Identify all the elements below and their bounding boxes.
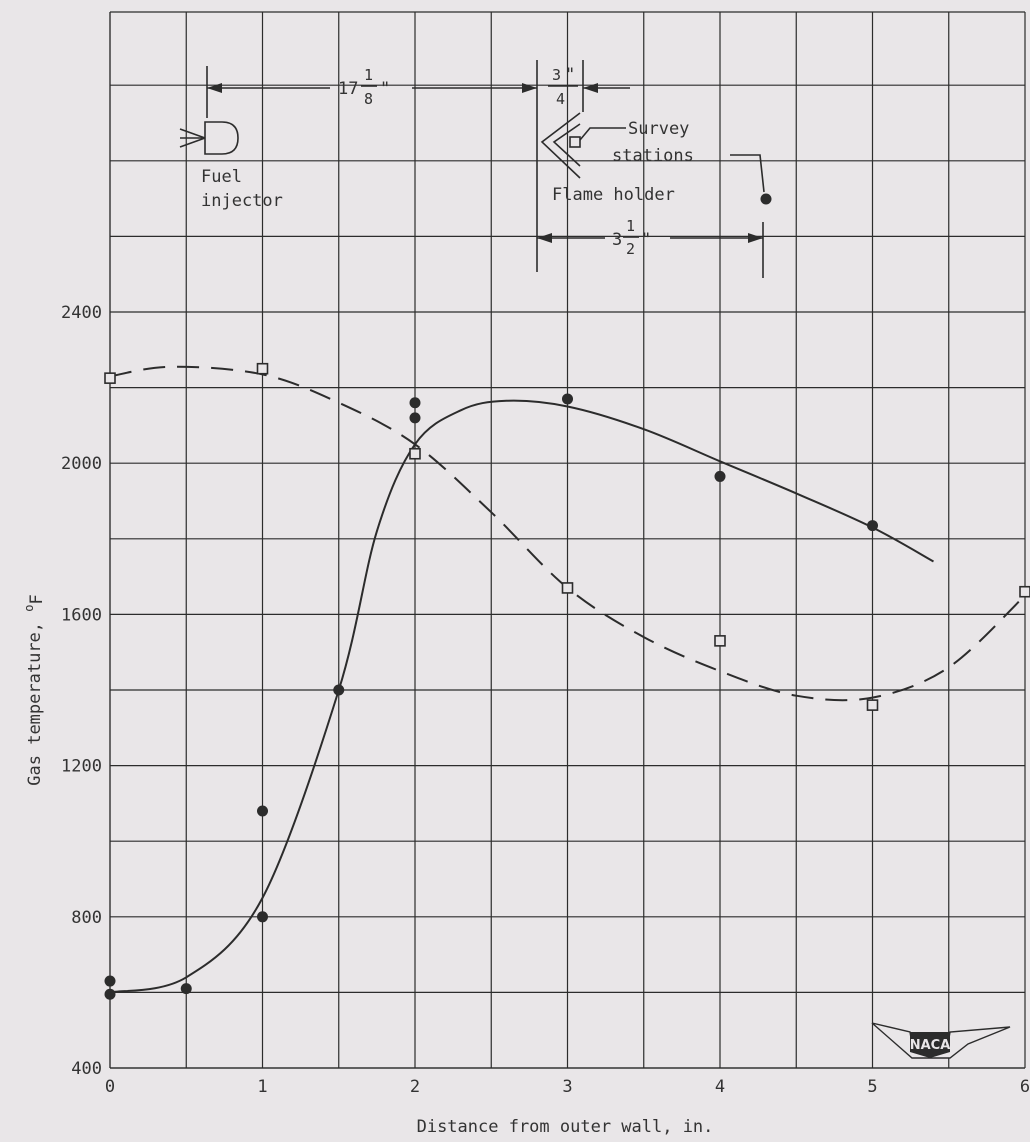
dim-312-left-arrowhead — [537, 233, 552, 243]
square-data-point — [104, 372, 116, 384]
dim-17-inch: " — [380, 79, 390, 99]
circle-data-point — [867, 520, 878, 532]
survey-leader-1 — [579, 127, 626, 141]
survey-station-dot — [760, 193, 772, 205]
y-axis-title-unit: o — [22, 605, 36, 612]
flame-holder-shape-inner — [552, 123, 581, 167]
square-data-point — [409, 447, 421, 460]
y-tick-label: 800 — [71, 908, 102, 928]
dim-34-num: 3 — [552, 66, 561, 84]
dim-312-num: 1 — [626, 217, 635, 235]
survey-leader-2 — [730, 154, 765, 193]
dim-17-left-arrowhead — [207, 83, 222, 93]
dim-312-inch: " — [641, 230, 651, 250]
flame-holder-label: Flame holder — [552, 185, 675, 205]
circle-data-point — [333, 684, 345, 696]
data-points — [104, 362, 1030, 1000]
square-data-point — [866, 699, 879, 711]
svg-text:Gas temperature, oF: Gas temperature, oF — [22, 594, 47, 785]
circle-data-point — [409, 412, 421, 424]
x-tick-label: 4 — [715, 1077, 725, 1097]
fuel-injector-icon — [204, 121, 239, 155]
circle-data-point — [180, 983, 192, 995]
y-tick-label: 2000 — [61, 454, 102, 474]
circle-data-point — [104, 975, 116, 987]
circle-data-point — [104, 988, 116, 1000]
y-tick-label: 1600 — [61, 605, 102, 625]
survey-label-line1: Survey — [628, 119, 689, 139]
y-axis-title-main: Gas temperature, — [25, 612, 45, 786]
x-tick-label: 1 — [257, 1077, 267, 1097]
circle-data-point — [409, 397, 421, 409]
x-tick-label: 5 — [867, 1077, 877, 1097]
x-axis-title: Distance from outer wall, in. — [417, 1117, 714, 1137]
solid-curve — [109, 399, 934, 994]
x-tick-label: 6 — [1020, 1077, 1030, 1097]
dim-312-whole: 3 — [612, 230, 622, 250]
square-data-point — [1019, 585, 1030, 598]
circle-data-point — [257, 805, 268, 817]
dim-34-arrowhead — [583, 83, 598, 93]
dim-34-inch: " — [565, 65, 575, 85]
fuel-injector-label-line2: injector — [201, 191, 283, 211]
circle-data-point — [562, 393, 573, 405]
naca-logo-text: NACA — [910, 1038, 951, 1053]
survey-station-marker — [569, 136, 581, 148]
dim-312-right-arrowhead — [748, 233, 763, 243]
y-axis-title-unit-sub: F — [27, 594, 47, 604]
x-tick-label: 3 — [562, 1077, 572, 1097]
dim-312-den: 2 — [626, 240, 635, 258]
square-data-point — [714, 635, 726, 647]
y-tick-label: 400 — [71, 1059, 102, 1079]
fuel-injector-label-line1: Fuel — [201, 167, 242, 187]
x-tick-label: 2 — [410, 1077, 420, 1097]
naca-logo: NACA — [871, 1022, 1011, 1059]
flame-holder-shape — [540, 112, 581, 179]
square-data-point — [561, 582, 574, 594]
grid — [109, 11, 1026, 1069]
naca-logo-badge — [910, 1032, 950, 1058]
x-tick-label: 0 — [105, 1077, 115, 1097]
schematic-diagram: 17 1 8 " 3 " 4 Survey stations Flame hol… — [179, 60, 772, 278]
circle-data-point — [257, 911, 268, 923]
circle-data-point — [714, 470, 726, 482]
y-tick-label: 1200 — [61, 757, 102, 777]
y-axis-title: Gas temperature, oF — [22, 594, 47, 785]
dim-17-whole: 17 — [338, 79, 358, 99]
dim-34-den: 4 — [556, 90, 565, 108]
y-tick-label: 2400 — [61, 303, 102, 323]
fuel-injector-spray-3 — [179, 137, 206, 148]
dim-17-den: 8 — [364, 90, 373, 108]
fuel-injector-spray-1 — [179, 128, 206, 139]
dim-17-right-arrowhead — [522, 83, 537, 93]
tick-labels: 0 1 2 3 4 5 6 400 800 1200 1600 2000 2400 — [61, 303, 1030, 1097]
survey-label-line2: stations — [612, 146, 694, 166]
square-data-point — [256, 362, 269, 375]
dim-17-num: 1 — [364, 66, 373, 84]
